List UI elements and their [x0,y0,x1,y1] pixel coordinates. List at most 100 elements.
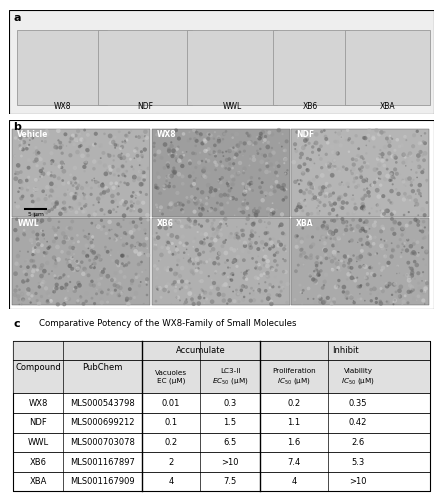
Point [294,134,301,142]
Point [138,249,145,257]
Point [111,133,118,141]
Point [36,283,43,291]
Point [283,186,290,194]
Point [214,285,222,293]
Point [216,174,223,182]
Point [163,241,170,249]
Point [342,191,349,199]
Point [136,206,144,214]
Point [335,234,342,242]
Point [259,178,266,186]
Point [30,248,37,256]
Point [268,210,275,218]
Point [258,188,265,196]
Point [362,176,369,184]
Point [267,280,274,288]
Point [406,219,413,227]
Point [89,232,96,240]
Point [370,240,377,248]
Point [170,146,177,154]
Point [167,240,174,248]
Point [176,296,183,304]
Point [132,289,140,297]
Point [28,257,35,265]
Point [416,284,424,292]
Point [386,142,393,150]
Point [321,298,328,306]
Text: LC3-II
$EC_{50}$ (μM): LC3-II $EC_{50}$ (μM) [212,368,248,386]
Point [198,290,205,298]
Point [80,248,87,256]
Point [228,152,235,160]
Point [291,296,299,304]
Point [53,198,60,206]
Point [93,222,100,230]
Point [29,198,36,205]
Point [281,146,288,154]
Point [74,178,81,186]
Point [389,225,396,233]
Point [78,204,85,212]
Point [48,149,55,157]
Point [99,268,106,276]
Point [81,191,88,199]
Point [392,219,399,227]
Bar [291,130,429,216]
Point [345,252,352,260]
Point [97,267,104,275]
Point [282,268,289,276]
Point [144,211,151,219]
Point [68,190,75,198]
Point [179,148,186,156]
Point [54,243,61,251]
Point [156,207,163,215]
Point [358,153,365,161]
Point [142,266,149,274]
Point [307,242,315,250]
Point [35,247,42,255]
Point [188,295,195,303]
Point [183,246,190,254]
Point [358,204,365,212]
Point [52,262,59,270]
Point [362,192,369,200]
Point [77,293,84,301]
Point [343,218,350,226]
Point [384,172,391,180]
Point [130,226,137,234]
Point [381,210,388,218]
Point [229,172,236,180]
Point [104,290,111,298]
Point [197,210,204,218]
Point [399,225,406,233]
Point [174,145,181,153]
Point [360,205,367,213]
Point [97,256,104,264]
Point [383,207,390,215]
Point [248,239,255,247]
Point [170,164,177,172]
Point [354,254,361,262]
Point [47,192,54,200]
Point [243,220,250,228]
Point [206,188,214,196]
Point [205,157,212,165]
Point [248,179,255,187]
Point [316,198,323,206]
Point [20,226,27,234]
Point [353,174,360,182]
Point [407,242,414,250]
Point [399,176,406,184]
Point [350,298,358,306]
Point [393,158,400,166]
Point [106,218,113,226]
Point [295,261,302,269]
Text: MLS001167909: MLS001167909 [70,477,135,486]
Point [423,176,430,184]
Point [84,146,91,154]
Point [83,146,90,154]
Point [122,136,129,144]
Point [48,186,55,194]
Point [391,230,398,238]
Point [70,244,77,252]
